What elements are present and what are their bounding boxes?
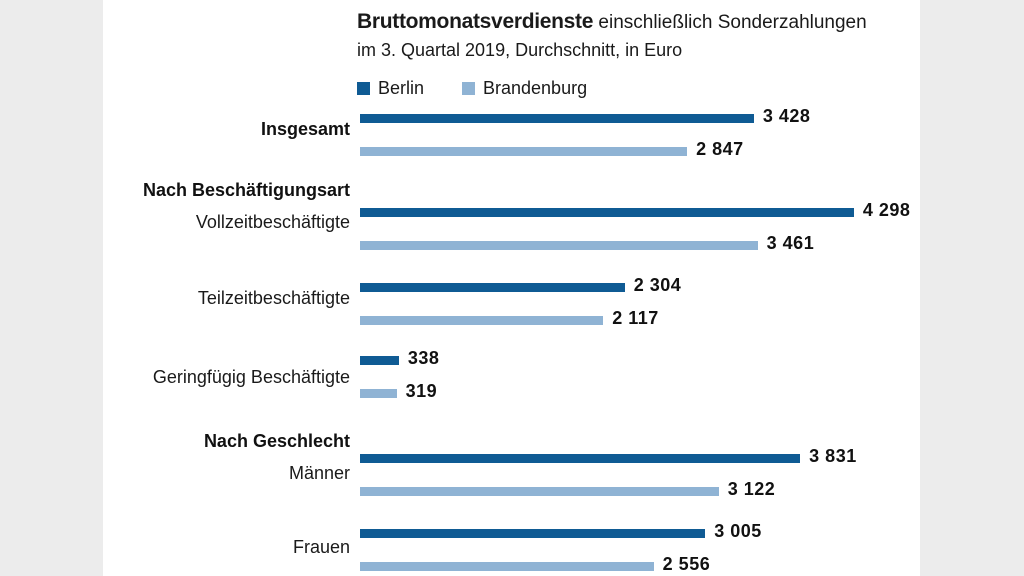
- category-label: Männer: [288, 463, 350, 483]
- legend-swatch-brandenburg: [462, 82, 475, 95]
- value-label: 4 298: [862, 200, 911, 220]
- chart-subtitle: im 3. Quartal 2019, Durchschnitt, in Eur…: [357, 40, 683, 60]
- legend-item-brandenburg: Brandenburg: [462, 78, 587, 99]
- legend-label-berlin: Berlin: [378, 78, 425, 98]
- bar-berlin: [360, 454, 801, 463]
- chart-title: Bruttomonatsverdienste einschließlich So…: [357, 10, 867, 34]
- bar-berlin: [360, 283, 625, 292]
- value-label: 2 847: [696, 139, 744, 159]
- legend-item-berlin: Berlin: [357, 78, 424, 99]
- legend-swatch-berlin: [357, 82, 370, 95]
- bar-brandenburg: [360, 389, 397, 398]
- bar-brandenburg: [360, 147, 688, 156]
- value-label: 338: [407, 348, 440, 368]
- bar-brandenburg: [360, 316, 604, 325]
- bar-brandenburg: [360, 562, 654, 571]
- bar-brandenburg: [360, 487, 719, 496]
- category-label: Geringfügig Beschäftigte: [152, 367, 350, 387]
- group-label: Nach Beschäftigungsart: [142, 180, 350, 200]
- value-label: 3 461: [766, 233, 815, 253]
- bar-berlin: [360, 114, 754, 123]
- chart-title-rest: einschließlich Sonderzahlungen: [598, 12, 867, 33]
- value-label: 3 428: [762, 106, 811, 126]
- value-label: 2 304: [633, 275, 682, 295]
- value-label: 2 556: [662, 554, 711, 574]
- legend-label-brandenburg: Brandenburg: [483, 78, 588, 98]
- value-label: 2 117: [612, 308, 659, 328]
- category-label: Vollzeitbeschäftigte: [195, 212, 350, 232]
- value-label: 3 831: [809, 446, 857, 466]
- category-label: Teilzeitbeschäftigte: [197, 288, 350, 308]
- bar-berlin: [360, 208, 854, 217]
- bar-brandenburg: [360, 241, 758, 250]
- bar-berlin: [360, 529, 706, 538]
- group-label: Insgesamt: [260, 119, 350, 139]
- group-label: Nach Geschlecht: [203, 431, 350, 451]
- value-label: 3 122: [727, 479, 776, 499]
- value-label: 319: [405, 381, 438, 401]
- value-label: 3 005: [714, 521, 762, 541]
- chart-title-bold: Bruttomonatsverdienste: [357, 10, 594, 33]
- category-label: Frauen: [292, 537, 350, 557]
- bar-berlin: [360, 356, 399, 365]
